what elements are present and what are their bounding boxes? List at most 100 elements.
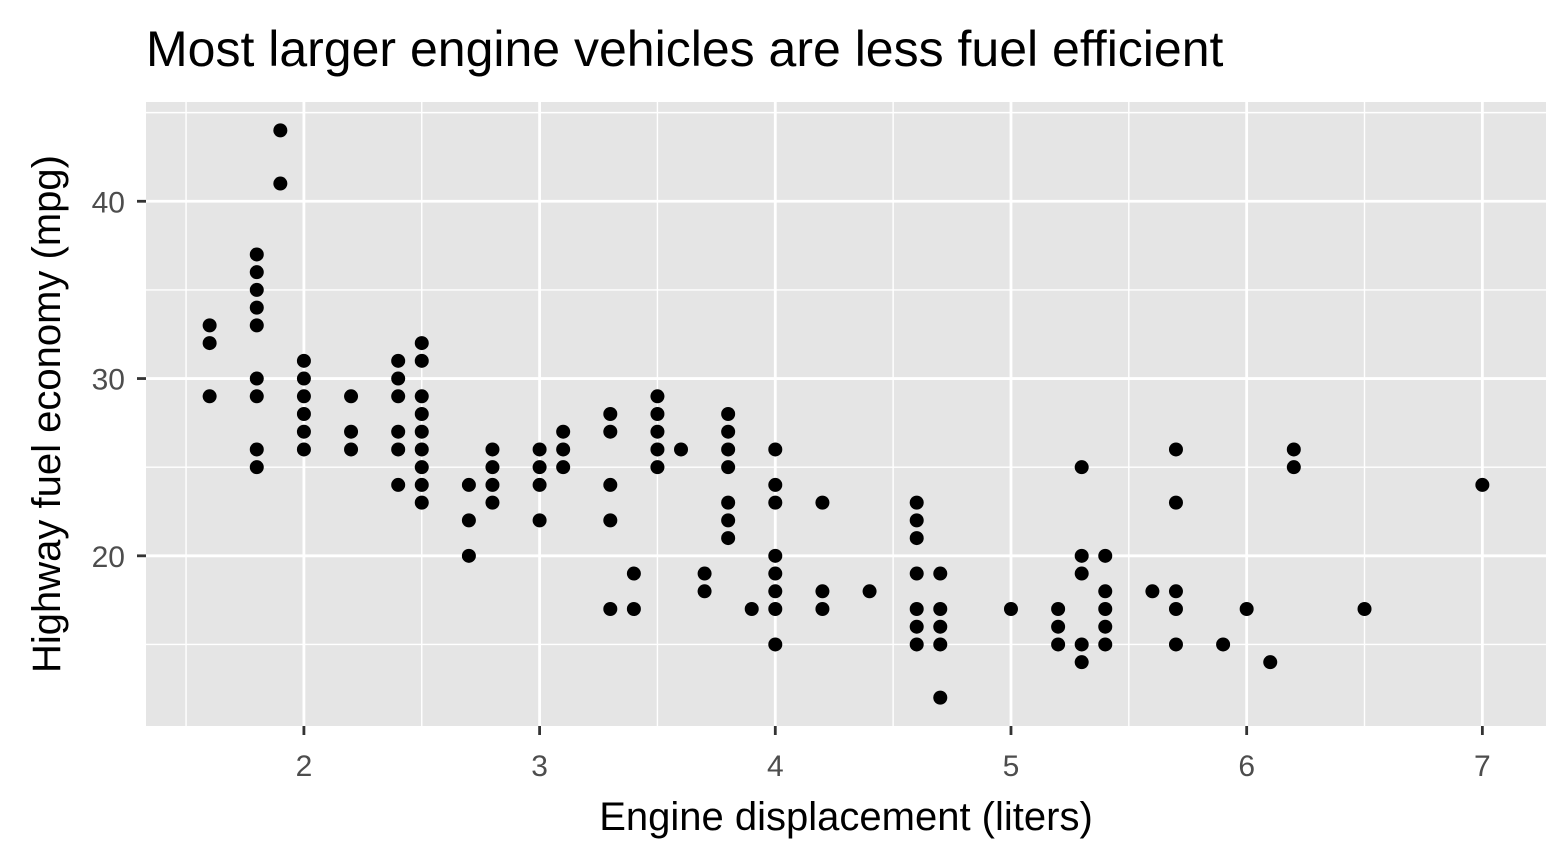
data-point: [391, 353, 406, 368]
data-point: [933, 619, 948, 634]
data-point: [815, 602, 830, 616]
data-point: [273, 123, 288, 138]
data-point: [1098, 602, 1113, 616]
data-point: [485, 442, 500, 457]
data-point: [249, 389, 264, 404]
data-point: [461, 477, 476, 492]
data-point: [1051, 637, 1066, 652]
data-point: [603, 424, 618, 439]
data-point: [391, 424, 406, 439]
data-point: [1286, 460, 1301, 475]
data-point: [296, 389, 311, 404]
data-point: [273, 176, 288, 191]
data-point: [768, 477, 783, 492]
data-point: [344, 442, 359, 457]
data-point: [721, 513, 736, 528]
axis-ticks: 2 3 4 5 6 7 20 30 40: [92, 186, 1491, 783]
data-point: [933, 602, 948, 616]
data-point: [721, 407, 736, 421]
data-point: [296, 353, 311, 368]
data-point: [556, 424, 571, 439]
data-point: [933, 690, 948, 705]
data-point: [650, 407, 665, 421]
data-point: [768, 566, 783, 581]
x-tick-label: 3: [531, 750, 548, 783]
data-point: [1216, 637, 1231, 652]
y-axis-label: Highway fuel economy (mpg): [25, 155, 69, 673]
data-point: [344, 389, 359, 404]
data-point: [674, 442, 689, 457]
data-point: [909, 513, 924, 528]
data-point: [249, 282, 264, 297]
data-point: [202, 336, 217, 351]
data-point: [815, 495, 830, 510]
data-point: [909, 566, 924, 581]
data-point: [721, 460, 736, 475]
data-point: [768, 584, 783, 599]
data-point: [1168, 495, 1183, 510]
data-point: [532, 460, 547, 475]
data-point: [249, 318, 264, 333]
data-point: [721, 424, 736, 439]
data-point: [744, 602, 759, 616]
data-point: [768, 495, 783, 510]
data-point: [485, 477, 500, 492]
data-point: [391, 371, 406, 386]
data-point: [391, 442, 406, 457]
data-point: [461, 513, 476, 528]
data-point: [603, 513, 618, 528]
y-tick-label: 30: [92, 364, 125, 397]
data-point: [768, 442, 783, 457]
data-point: [933, 637, 948, 652]
data-point: [1003, 602, 1018, 616]
y-tick-label: 20: [92, 541, 125, 574]
data-point: [249, 300, 264, 315]
data-point: [485, 495, 500, 510]
data-point: [650, 424, 665, 439]
data-point: [532, 477, 547, 492]
data-point: [909, 531, 924, 546]
data-point: [1098, 619, 1113, 634]
data-point: [296, 442, 311, 457]
data-point: [933, 566, 948, 581]
data-point: [202, 318, 217, 333]
data-point: [909, 495, 924, 510]
data-point: [650, 389, 665, 404]
x-tick-label: 5: [1003, 750, 1020, 783]
data-point: [296, 407, 311, 421]
data-point: [1074, 566, 1089, 581]
data-point: [414, 477, 429, 492]
data-point: [768, 637, 783, 652]
data-point: [1074, 655, 1089, 670]
data-point: [768, 602, 783, 616]
data-point: [1168, 602, 1183, 616]
data-point: [1098, 548, 1113, 563]
data-point: [603, 477, 618, 492]
data-point: [414, 460, 429, 475]
data-point: [414, 353, 429, 368]
data-point: [626, 602, 641, 616]
data-point: [1074, 637, 1089, 652]
data-point: [414, 389, 429, 404]
x-axis-label: Engine displacement (liters): [599, 795, 1093, 839]
data-point: [485, 460, 500, 475]
data-point: [626, 566, 641, 581]
data-point: [414, 424, 429, 439]
data-point: [414, 442, 429, 457]
data-point: [461, 548, 476, 563]
data-point: [1145, 584, 1160, 599]
data-point: [1286, 442, 1301, 457]
data-point: [1051, 619, 1066, 634]
y-tick-label: 40: [92, 186, 125, 219]
data-point: [1051, 602, 1066, 616]
data-point: [1239, 602, 1254, 616]
x-tick-label: 2: [296, 750, 313, 783]
data-points: [202, 123, 1490, 705]
data-point: [532, 442, 547, 457]
data-point: [862, 584, 877, 599]
data-point: [650, 442, 665, 457]
data-point: [815, 584, 830, 599]
data-point: [650, 460, 665, 475]
data-point: [296, 424, 311, 439]
